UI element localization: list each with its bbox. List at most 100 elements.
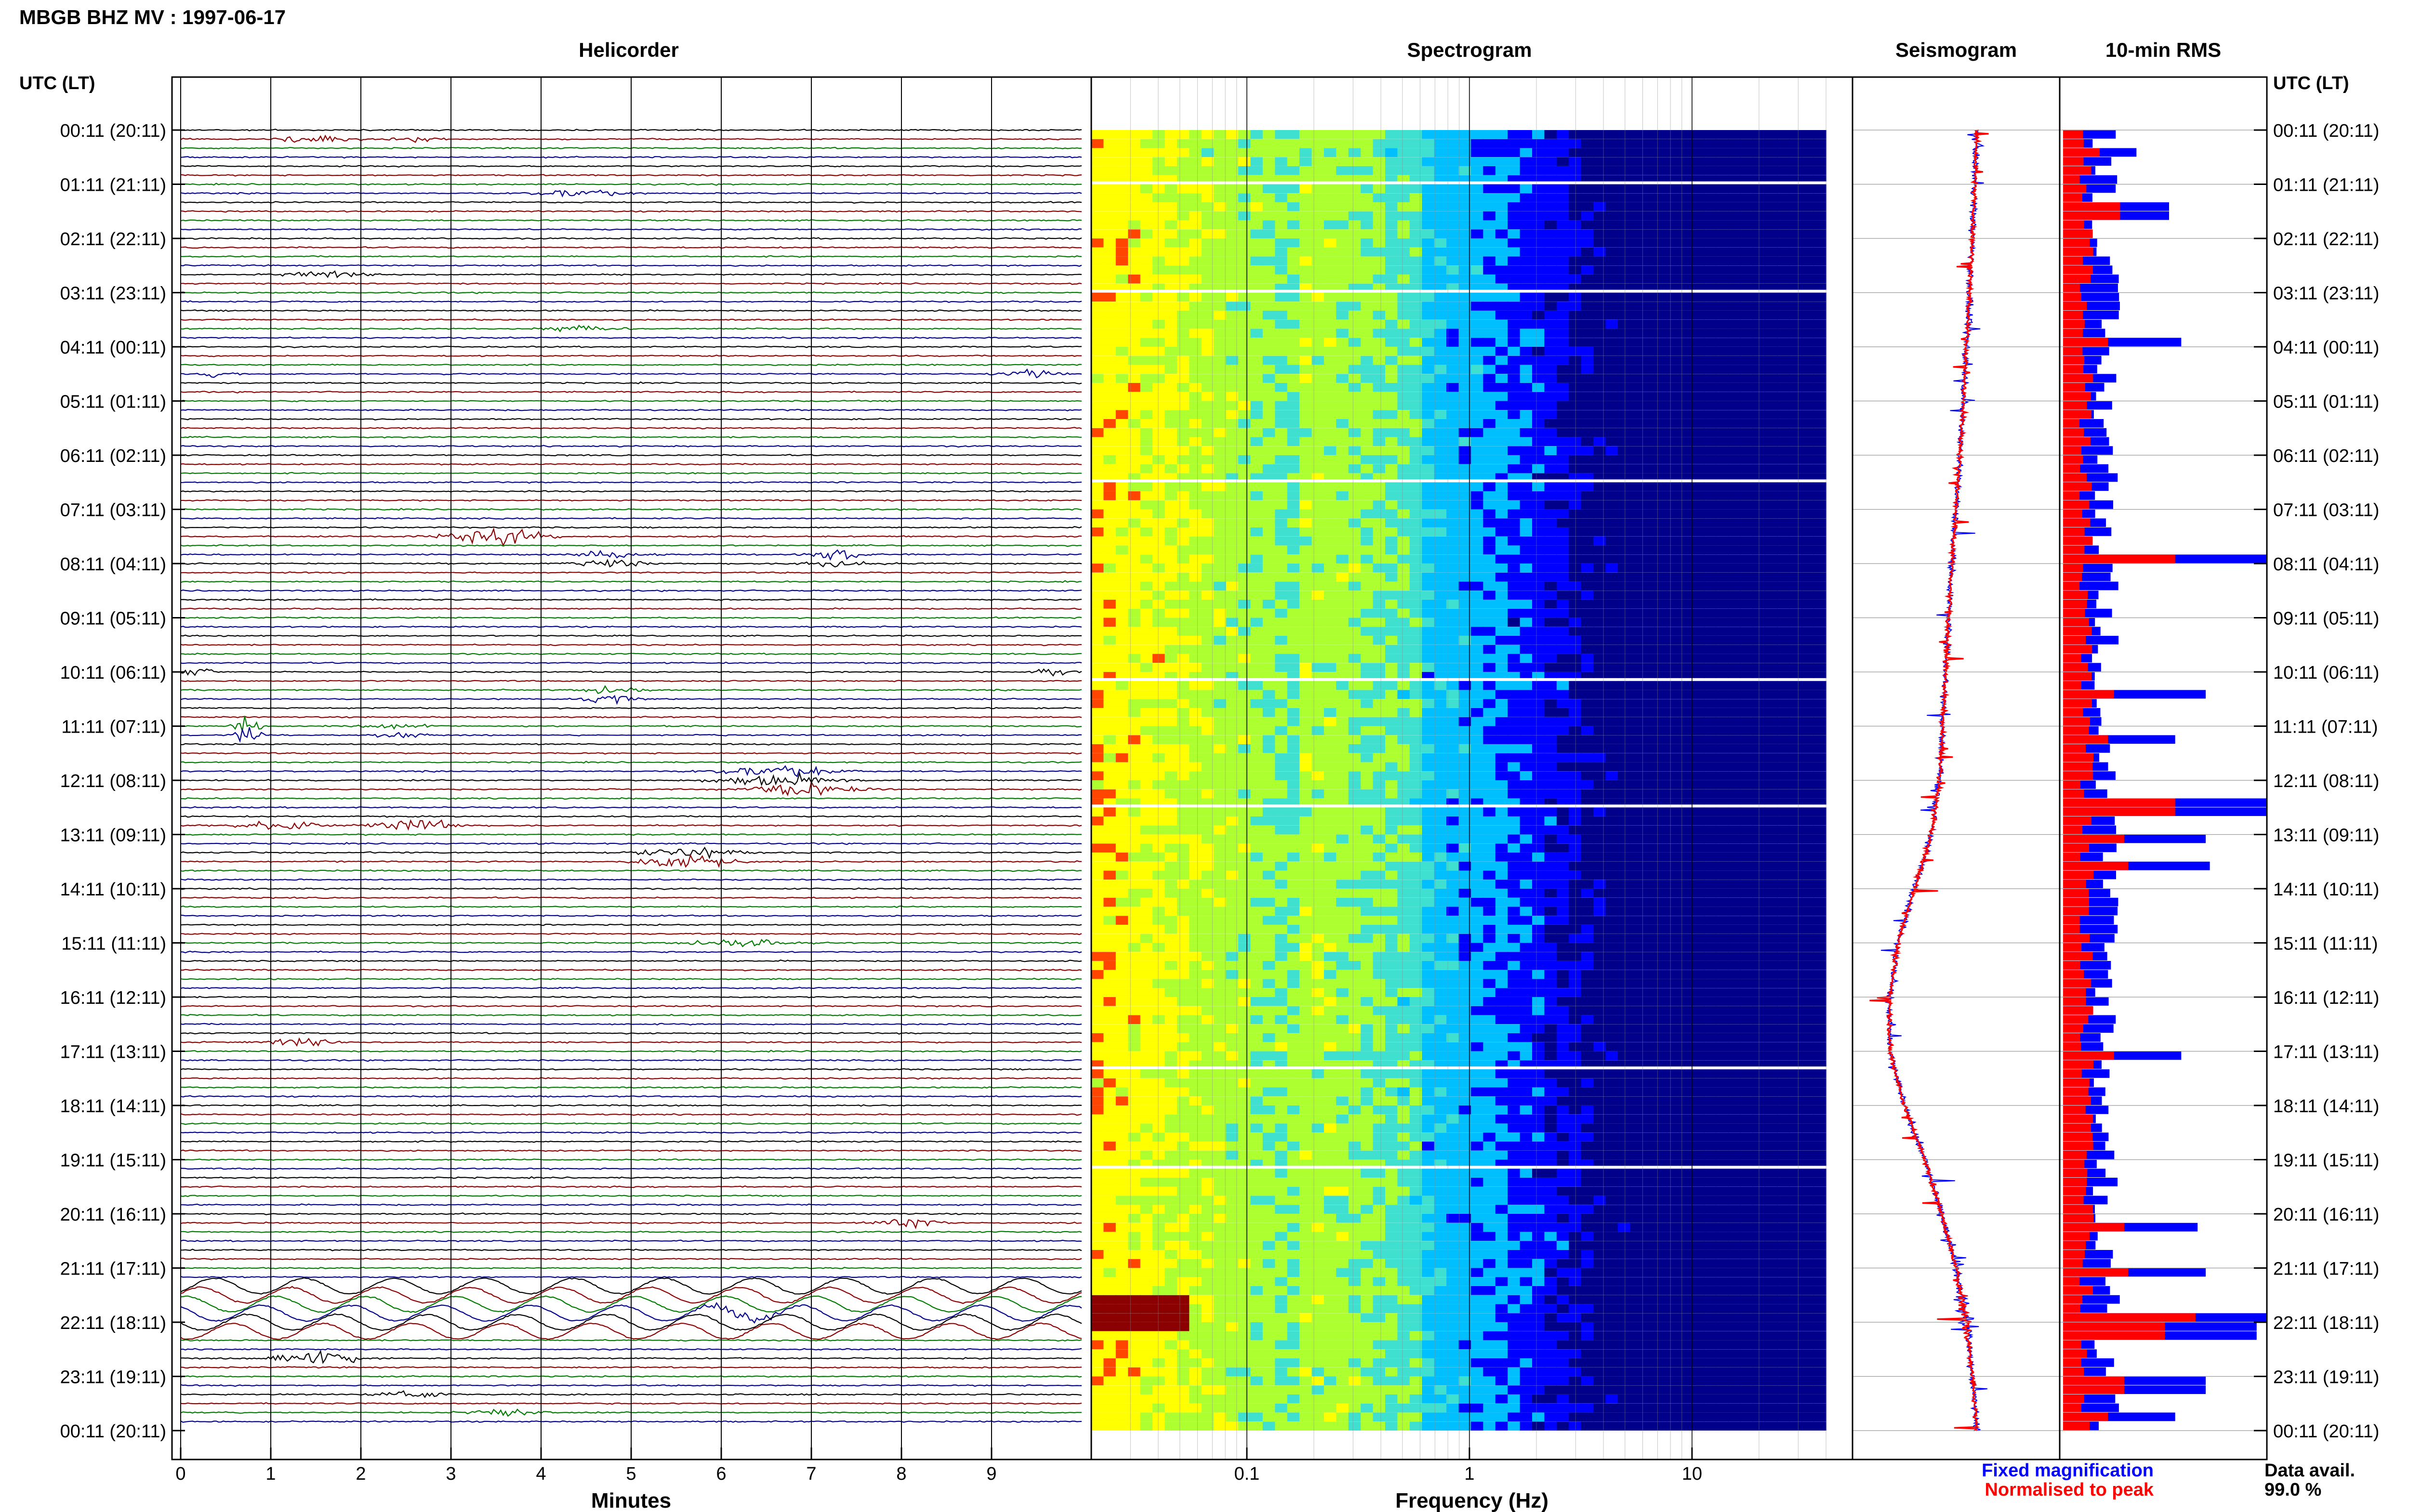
spectrogram-cell	[1520, 527, 1533, 537]
spectrogram-cell	[1605, 401, 1618, 410]
spectrogram-cell	[1140, 256, 1153, 266]
spectrogram-cell	[1617, 283, 1631, 290]
spectrogram-cell	[1152, 789, 1165, 799]
spectrogram-cell	[1458, 699, 1471, 708]
spectrogram-cell	[1262, 861, 1275, 871]
spectrogram-cell	[1373, 853, 1386, 862]
spectrogram-cell	[1556, 608, 1569, 618]
spectrogram-cell	[1373, 726, 1386, 736]
spectrogram-cell	[1336, 355, 1349, 365]
spectrogram-cell	[1556, 753, 1569, 763]
spectrogram-cell	[1373, 816, 1386, 826]
spectrogram-cell	[1373, 536, 1386, 546]
spectrogram-cell	[1311, 536, 1324, 546]
spectrogram-cell	[1458, 275, 1471, 284]
spectrogram-cell	[1581, 627, 1594, 636]
spectrogram-cell	[1544, 717, 1557, 726]
spectrogram-cell	[1226, 870, 1239, 880]
spectrogram-cell	[1226, 184, 1239, 194]
spectrogram-cell	[1262, 193, 1275, 202]
spectrogram-cell	[1311, 644, 1324, 654]
spectrogram-cell	[1434, 355, 1447, 365]
spectrogram-cell	[1397, 184, 1410, 194]
spectrogram-cell	[1103, 238, 1116, 248]
spectrogram-cell	[1140, 193, 1153, 202]
spectrogram-cell	[1532, 482, 1545, 491]
spectrogram-cell	[1483, 690, 1496, 699]
spectrogram-cell	[1691, 193, 1704, 202]
spectrogram-cell	[1703, 564, 1716, 573]
spectrogram-cell	[1740, 789, 1753, 799]
spectrogram-cell	[1409, 446, 1422, 455]
spectrogram-cell	[1361, 853, 1374, 862]
spectrogram-cell	[1115, 184, 1128, 194]
spectrogram-cell	[1520, 211, 1533, 221]
spectrogram-cell	[1667, 202, 1680, 211]
spectrogram-cell	[1287, 762, 1300, 772]
spectrogram-cell	[1115, 536, 1128, 546]
spectrogram-cell	[1324, 564, 1337, 573]
spectrogram-cell	[1630, 311, 1643, 320]
spectrogram-cell	[1361, 265, 1374, 275]
spectrogram-cell	[1605, 870, 1618, 880]
spectrogram-cell	[1544, 771, 1557, 780]
spectrogram-cell	[1152, 771, 1165, 780]
spectrogram-cell	[1299, 608, 1312, 618]
spectrogram-cell	[1446, 184, 1459, 194]
spectrogram-cell	[1311, 816, 1324, 826]
spectrogram-cell	[1275, 329, 1288, 338]
spectrogram-cell	[1177, 275, 1190, 284]
spectrogram-cell	[1495, 681, 1508, 690]
spectrogram-cell	[1740, 581, 1753, 591]
spectrogram-cell	[1740, 825, 1753, 835]
spectrogram-cell	[1397, 283, 1410, 290]
spectrogram-cell	[1556, 518, 1569, 527]
spectrogram-cell	[1764, 780, 1778, 789]
spectrogram-cell	[1813, 834, 1827, 844]
spectrogram-cell	[1091, 726, 1104, 736]
spectrogram-cell	[1262, 347, 1275, 356]
spectrogram-cell	[1422, 527, 1435, 537]
spectrogram-cell	[1569, 843, 1582, 853]
spectrogram-cell	[1544, 130, 1557, 139]
spectrogram-cell	[1605, 554, 1618, 564]
spectrogram-cell	[1483, 229, 1496, 238]
spectrogram-cell	[1140, 247, 1153, 257]
spectrogram-cell	[1679, 311, 1692, 320]
spectrogram-cell	[1177, 690, 1190, 699]
spectrogram-cell	[1556, 690, 1569, 699]
spectrogram-cell	[1299, 311, 1312, 320]
spectrogram-cell	[1373, 238, 1386, 248]
spectrogram-cell	[1655, 464, 1668, 473]
spectrogram-cell	[1630, 672, 1643, 678]
spectrogram-cell	[1214, 256, 1227, 266]
spectrogram-cell	[1532, 292, 1545, 302]
spectrogram-cell	[1434, 581, 1447, 591]
spectrogram-cell	[1801, 247, 1814, 257]
spectrogram-cell	[1348, 816, 1361, 826]
spectrogram-cell	[1716, 581, 1729, 591]
spectrogram-cell	[1593, 681, 1606, 690]
spectrogram-cell	[1262, 265, 1275, 275]
spectrogram-cell	[1189, 419, 1202, 428]
spectrogram-cell	[1667, 545, 1680, 555]
spectrogram-cell	[1250, 681, 1263, 690]
spectrogram-cell	[1728, 681, 1741, 690]
spectrogram-cell	[1716, 572, 1729, 582]
spectrogram-cell	[1336, 644, 1349, 654]
spectrogram-cell	[1569, 247, 1582, 257]
spectrogram-cell	[1679, 446, 1692, 455]
spectrogram-cell	[1287, 338, 1300, 347]
spectrogram-cell	[1593, 202, 1606, 211]
spectrogram-cell	[1189, 699, 1202, 708]
spectrogram-cell	[1703, 184, 1716, 194]
spectrogram-cell	[1470, 410, 1484, 419]
spectrogram-cell	[1642, 283, 1655, 290]
spectrogram-cell	[1275, 608, 1288, 618]
spectrogram-cell	[1605, 861, 1618, 871]
spectrogram-cell	[1189, 771, 1202, 780]
spectrogram-cell	[1250, 572, 1263, 582]
spectrogram-cell	[1691, 853, 1704, 862]
spectrogram-cell	[1299, 184, 1312, 194]
spectrogram-cell	[1287, 283, 1300, 290]
